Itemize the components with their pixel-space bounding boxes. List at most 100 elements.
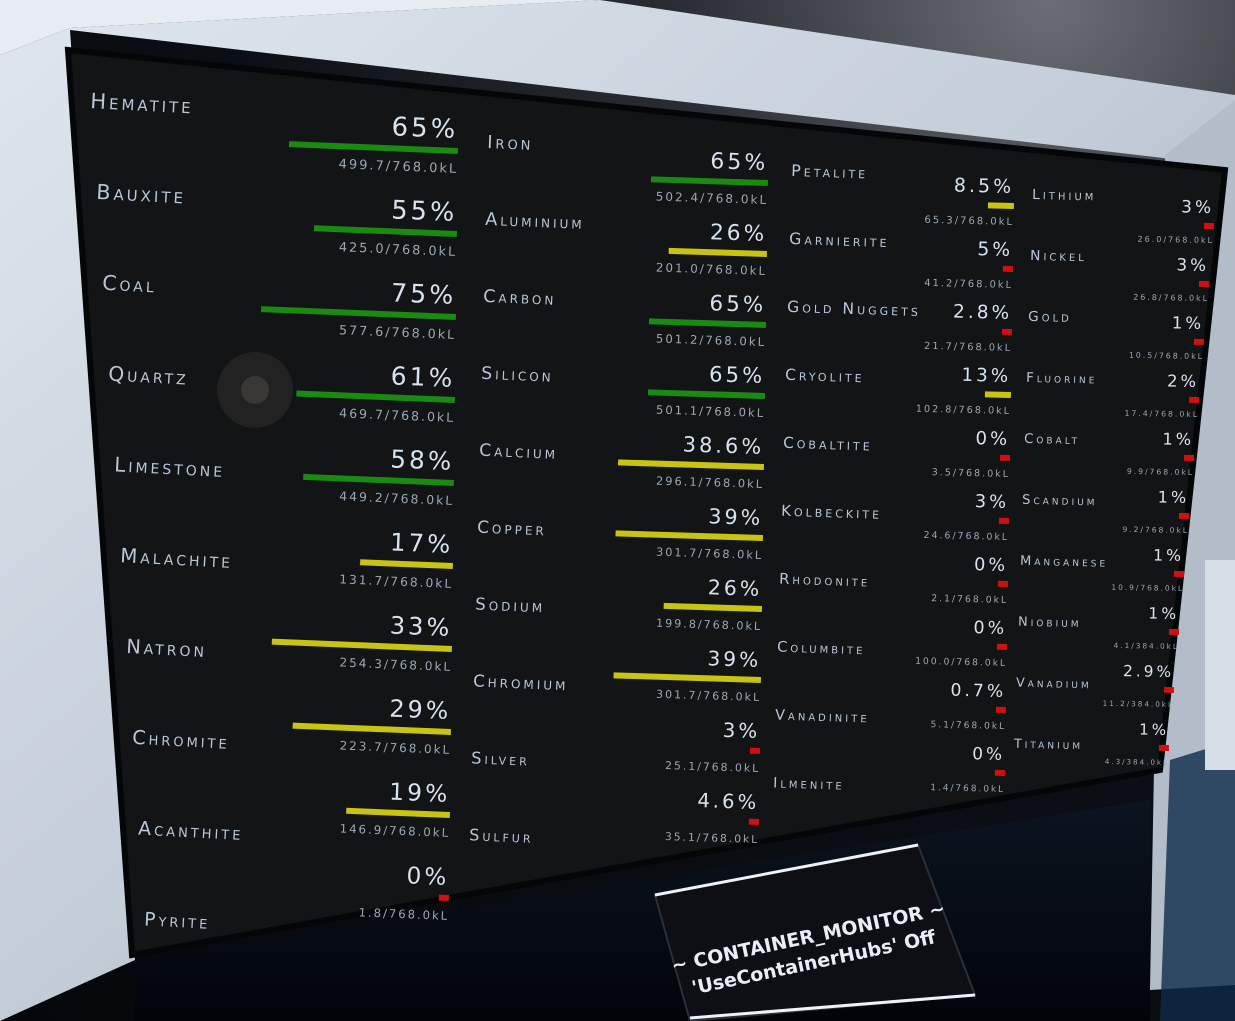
fill-level-bar bbox=[994, 769, 1005, 776]
container-name: Copper bbox=[477, 517, 547, 540]
fill-amount: 26.0/768.0kL bbox=[1137, 235, 1214, 245]
fill-percent: 5% bbox=[977, 239, 1013, 261]
fill-percent: 26% bbox=[710, 220, 768, 247]
container-row: Titanium 1% 4.3/384.0kL bbox=[1013, 720, 1169, 767]
container-row: Hematite 65% 499.7/768.0kL bbox=[90, 89, 459, 177]
fill-level-bar bbox=[1173, 570, 1184, 577]
container-name: Titanium bbox=[1013, 736, 1083, 753]
fill-level-bar bbox=[650, 176, 768, 186]
fill-percent: 0% bbox=[975, 428, 1010, 450]
fill-level-bar bbox=[648, 318, 766, 328]
fill-amount: 4.1/384.0kL bbox=[1114, 641, 1179, 651]
fill-percent: 2% bbox=[1167, 371, 1199, 391]
fill-level-bar bbox=[996, 643, 1007, 650]
fill-amount: 301.7/768.0kL bbox=[656, 688, 761, 704]
fill-level-bar bbox=[1001, 328, 1012, 335]
fill-level-bar bbox=[617, 459, 764, 470]
fill-percent: 3% bbox=[975, 491, 1010, 513]
fill-level-bar bbox=[1188, 396, 1199, 403]
fill-amount: 146.9/768.0kL bbox=[339, 822, 450, 840]
fill-amount: 4.3/384.0kL bbox=[1105, 757, 1169, 767]
fill-amount: 501.2/768.0kL bbox=[656, 332, 767, 349]
container-row: Natron 33% 254.3/768.0kL bbox=[126, 611, 453, 674]
container-row: Nickel 3% 26.8/768.0kL bbox=[1030, 248, 1209, 303]
fill-level-bar bbox=[668, 247, 767, 257]
container-row: Fluorine 2% 17.4/768.0kL bbox=[1026, 370, 1199, 419]
container-row: Chromite 29% 223.7/768.0kL bbox=[132, 695, 452, 757]
container-row: Niobium 1% 4.1/384.0kL bbox=[1018, 604, 1179, 651]
fill-level-bar bbox=[613, 672, 762, 683]
fill-amount: 501.1/768.0kL bbox=[656, 403, 766, 420]
fill-amount: 502.4/768.0kL bbox=[656, 189, 769, 207]
container-row: Quartz 61% 469.7/768.0kL bbox=[108, 361, 456, 425]
container-row: Petalite 8.5% 65.3/768.0kL bbox=[791, 161, 1015, 228]
fill-amount: 24.6/768.0kL bbox=[923, 530, 1009, 543]
fill-amount: 449.2/768.0kL bbox=[339, 489, 454, 508]
fill-amount: 41.2/768.0kL bbox=[924, 278, 1013, 291]
container-name: Petalite bbox=[791, 161, 869, 182]
container-row: Coal 75% 577.6/768.0kL bbox=[102, 271, 457, 342]
fill-amount: 102.8/768.0kL bbox=[916, 404, 1012, 417]
fill-percent: 39% bbox=[707, 646, 762, 672]
fill-amount: 25.1/768.0kL bbox=[665, 759, 760, 775]
fill-percent: 3% bbox=[722, 719, 760, 743]
fill-percent: 0.7% bbox=[950, 681, 1006, 702]
fill-percent: 0% bbox=[972, 743, 1005, 764]
fill-percent: 2.9% bbox=[1123, 662, 1174, 681]
container-row: Pyrite 0% 1.8/768.0kL bbox=[144, 862, 450, 933]
container-row: Carbon 65% 501.2/768.0kL bbox=[483, 287, 767, 349]
container-list: Hematite 65% 499.7/768.0kL Bauxite 55% 425.0/… bbox=[90, 89, 1215, 934]
fill-level-bar bbox=[984, 391, 1011, 398]
container-row: Scandium 1% 9.2/768.0kL bbox=[1022, 487, 1189, 535]
fill-amount: 9.2/768.0kL bbox=[1122, 525, 1189, 535]
fill-level-bar bbox=[663, 602, 762, 612]
fill-amount: 10.5/768.0kL bbox=[1129, 351, 1204, 361]
fill-level-bar bbox=[1183, 454, 1194, 461]
fill-amount: 301.7/768.0kL bbox=[656, 546, 763, 562]
fill-percent: 1% bbox=[1172, 313, 1205, 333]
container-name: Manganese bbox=[1020, 554, 1108, 571]
fill-amount: 499.7/768.0kL bbox=[338, 157, 458, 177]
container-name: Carbon bbox=[483, 287, 557, 310]
container-name: Silver bbox=[471, 748, 530, 769]
fill-percent: 8.5% bbox=[954, 175, 1015, 198]
fill-amount: 199.8/768.0kL bbox=[656, 617, 762, 633]
container-row: Gold Nuggets 2.8% 21.7/768.0kL bbox=[787, 298, 1013, 354]
container-name: Natron bbox=[126, 635, 208, 662]
fill-amount: 35.1/768.0kL bbox=[665, 830, 760, 846]
fill-percent: 13% bbox=[961, 365, 1011, 387]
container-row: Chromium 39% 301.7/768.0kL bbox=[473, 646, 762, 704]
fill-level-bar bbox=[360, 559, 453, 569]
fill-percent: 55% bbox=[391, 195, 458, 228]
container-name: Gold bbox=[1028, 309, 1072, 326]
fill-amount: 131.7/768.0kL bbox=[339, 572, 453, 591]
container-row: Vanadium 2.9% 11.2/384.0kL bbox=[1016, 662, 1174, 709]
fill-level-bar bbox=[987, 202, 1015, 209]
container-name: Cobaltite bbox=[783, 434, 873, 455]
fill-level-bar bbox=[271, 638, 452, 652]
container-name: Kolbeckite bbox=[781, 502, 882, 523]
container-name: Chromite bbox=[132, 726, 231, 754]
container-name: Gold Nuggets bbox=[787, 298, 921, 320]
fill-level-bar bbox=[748, 818, 759, 825]
fill-amount: 100.0/768.0kL bbox=[915, 656, 1007, 669]
fill-level-bar bbox=[313, 225, 457, 237]
fill-level-bar bbox=[998, 517, 1009, 524]
container-row: Rhodonite 0% 2.1/768.0kL bbox=[779, 555, 1008, 606]
fill-amount: 1.8/768.0kL bbox=[358, 905, 449, 923]
fill-percent: 75% bbox=[390, 277, 457, 310]
container-name: Sulfur bbox=[469, 825, 534, 847]
fill-level-bar bbox=[1163, 686, 1174, 693]
fill-percent: 1% bbox=[1153, 545, 1184, 565]
container-name: Bauxite bbox=[96, 180, 187, 209]
container-row: Vanadinite 0.7% 5.1/768.0kL bbox=[775, 681, 1006, 732]
fill-amount: 223.7/768.0kL bbox=[339, 738, 451, 757]
container-row: Kolbeckite 3% 24.6/768.0kL bbox=[781, 491, 1010, 543]
container-name: Silicon bbox=[481, 364, 554, 387]
fill-percent: 65% bbox=[709, 361, 766, 388]
fill-level-bar bbox=[1168, 628, 1179, 635]
container-row: Cobaltite 0% 3.5/768.0kL bbox=[783, 428, 1011, 480]
fill-amount: 5.1/768.0kL bbox=[930, 720, 1006, 732]
container-row: Aluminium 26% 201.0/768.0kL bbox=[485, 209, 768, 278]
